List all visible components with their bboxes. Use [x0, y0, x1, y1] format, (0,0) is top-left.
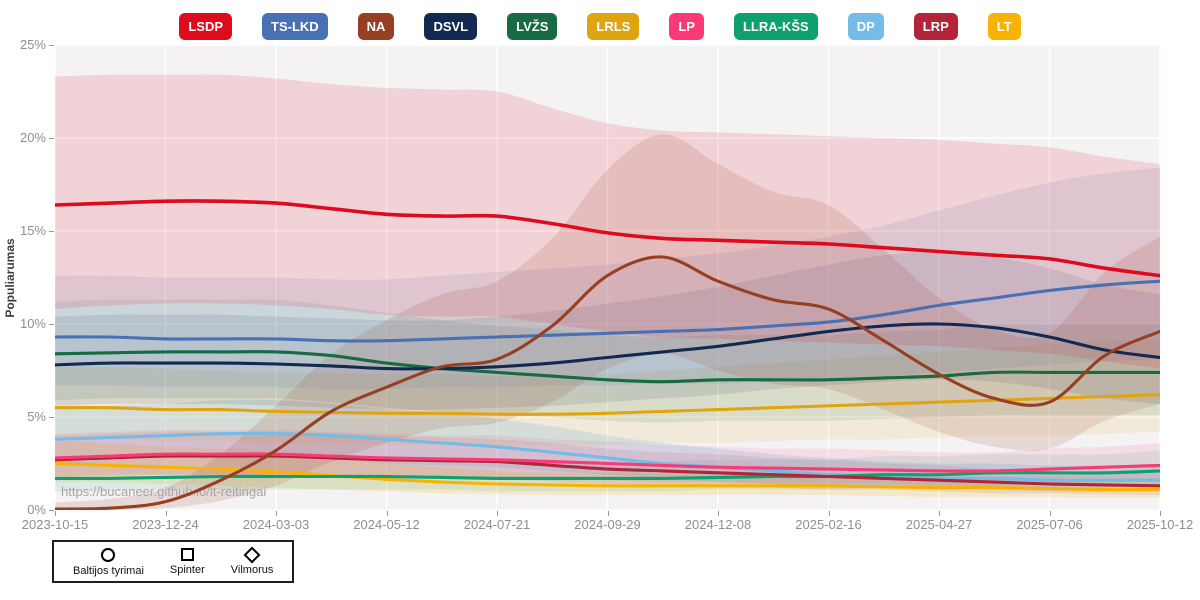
x-tick-label: 2025-04-27: [905, 517, 973, 532]
series-band-llrakss: [55, 450, 1160, 492]
legend-badge-lsdp[interactable]: LSDP: [179, 13, 232, 40]
x-tick-label: 2025-07-06: [1016, 517, 1083, 532]
series-line-na: [55, 255, 1160, 510]
legend-badge-dp[interactable]: DP: [847, 13, 884, 40]
x-tick-mark: [939, 511, 940, 516]
series-line-lt: [55, 461, 1160, 492]
x-tick-mark: [276, 511, 277, 516]
legend-badge-lt[interactable]: LT: [987, 13, 1021, 40]
series-lines: [55, 199, 1160, 510]
series-line-lvzs: [55, 350, 1160, 384]
y-tick-mark: [49, 45, 54, 46]
legend-badge-llrakss[interactable]: LLRA-KŠS: [733, 13, 818, 40]
plot-area: https://bucaneer.github.io/lt-reitingai: [55, 45, 1160, 510]
series-line-llrakss: [55, 469, 1160, 480]
y-tick-label: 25%: [19, 37, 46, 52]
x-tick-mark: [55, 511, 56, 516]
series-band-lrls: [55, 338, 1160, 446]
series-line-dp: [55, 431, 1160, 482]
x-tick-label: 2024-03-03: [242, 517, 310, 532]
y-tick-label: 15%: [19, 223, 46, 238]
legend-badge-lrls[interactable]: LRLS: [587, 13, 640, 40]
x-tick-label: 2024-05-12: [353, 517, 420, 532]
source-item-spinter[interactable]: Spinter: [163, 548, 212, 577]
party-legend: LSDP TS-LKD NA DSVL LVŽS LRLS LP LLRA-KŠS DP LRP L…: [0, 13, 1200, 40]
source-legend: Baltijos tyrimai Spinter Vilmorus: [52, 540, 295, 583]
series-line-lrls: [55, 393, 1160, 416]
source-item-vilmorus[interactable]: Vilmorus: [224, 546, 281, 577]
x-tick-label: 2025-10-12: [1126, 517, 1194, 532]
x-tick-mark: [718, 511, 719, 516]
y-tick-label: 5%: [27, 409, 46, 424]
series-band-tslkd: [55, 167, 1160, 390]
y-tick-mark: [49, 138, 54, 139]
x-tick-mark: [828, 511, 830, 516]
x-tick-mark: [1160, 511, 1161, 516]
legend-badge-lvzs[interactable]: LVŽS: [507, 13, 558, 40]
x-tick-label: 2025-02-16: [795, 517, 862, 532]
legend-badge-lrp[interactable]: LRP: [913, 13, 958, 40]
series-line-tslkd: [55, 279, 1160, 343]
x-tick-label: 2024-12-08: [684, 517, 752, 532]
circle-marker-icon: [101, 548, 116, 562]
plot-grid: [55, 45, 1160, 510]
legend-badge-dsvl[interactable]: DSVL: [424, 13, 478, 40]
source-item-label: Spinter: [169, 564, 205, 576]
x-tick-mark: [386, 511, 388, 516]
y-tick-mark: [49, 417, 54, 418]
source-item-baltijos-tyrimai[interactable]: Baltijos tyrimai: [66, 548, 151, 577]
x-tick-label: 2023-10-15: [21, 517, 89, 532]
x-tick-mark: [1049, 511, 1051, 516]
series-band-dsvl: [55, 251, 1160, 410]
y-tick-label: 20%: [19, 130, 46, 145]
square-marker-icon: [180, 548, 194, 561]
y-tick-label: 10%: [19, 316, 46, 331]
source-item-label: Baltijos tyrimai: [73, 565, 144, 577]
series-line-lsdp: [55, 199, 1160, 278]
series-band-lvzs: [55, 299, 1160, 423]
series-band-lsdp: [55, 74, 1160, 369]
x-tick-mark: [497, 511, 498, 516]
series-line-dsvl: [55, 322, 1160, 371]
x-tick-label: 2024-07-21: [463, 517, 531, 532]
series-band-lt: [55, 441, 1160, 498]
x-tick-mark: [607, 511, 609, 516]
legend-badge-lp[interactable]: LP: [669, 13, 704, 40]
y-tick-mark: [49, 510, 54, 511]
series-line-lp: [55, 452, 1160, 473]
diamond-marker-icon: [243, 546, 261, 564]
x-tick-label: 2024-09-29: [574, 517, 641, 532]
source-item-label: Vilmorus: [230, 564, 274, 576]
legend-badge-na[interactable]: NA: [357, 13, 395, 40]
legend-badge-tslkd[interactable]: TS-LKD: [262, 13, 328, 40]
series-band-na: [55, 134, 1160, 510]
y-tick-label: 0%: [27, 502, 46, 517]
x-tick-label: 2023-12-24: [132, 517, 199, 532]
series-line-lrp: [55, 454, 1160, 488]
y-tick-mark: [49, 324, 54, 325]
x-tick-mark: [165, 511, 167, 516]
y-axis-label: Populiarumas: [3, 238, 17, 318]
y-tick-mark: [49, 231, 54, 232]
watermark-text: https://bucaneer.github.io/lt-reitingai: [61, 484, 267, 499]
